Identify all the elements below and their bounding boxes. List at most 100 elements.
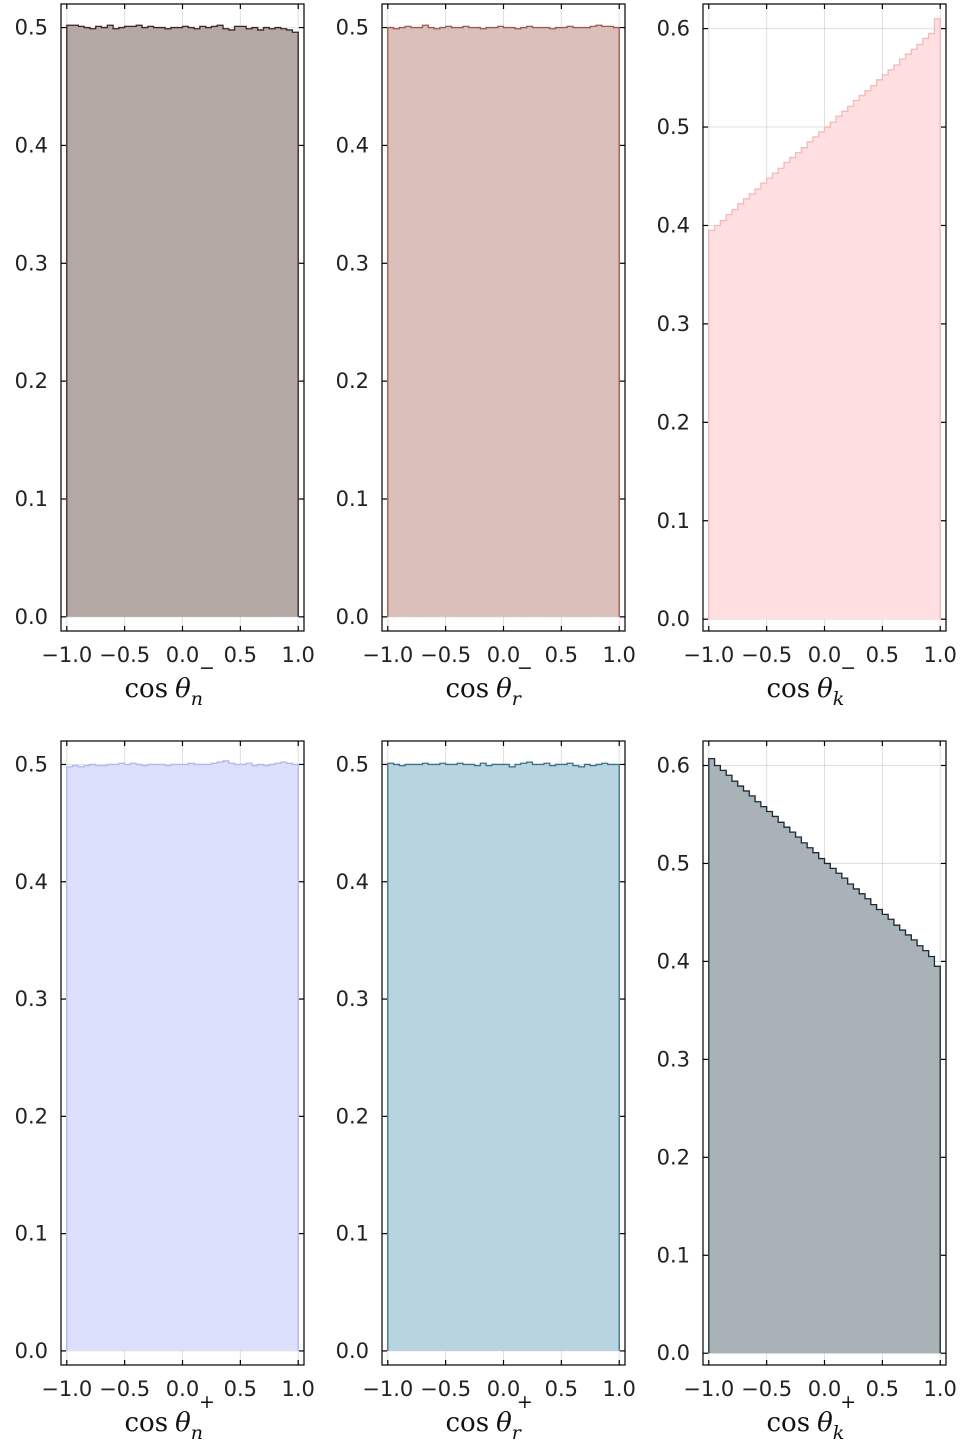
histogram-bar-23 [841,111,849,620]
x-tick-label-4: 1.0 [924,643,957,667]
y-tick-label-2: 0.2 [15,369,48,393]
histogram-bar-13 [463,764,470,1351]
histogram-bar-10 [124,26,132,617]
histogram-bar-32 [251,27,259,617]
x-tick-label-0: −1.0 [41,643,92,667]
histogram-bar-8 [113,28,120,617]
x-axis-label-superscript: + [840,1391,856,1413]
x-tick-label-2: 0.0 [487,1377,520,1401]
histogram-bar-6 [101,765,108,1351]
histogram-bar-9 [439,27,447,617]
y-tick-label-0: 0.0 [15,605,48,629]
histogram-bar-19 [176,27,184,617]
histogram-bar-32 [572,765,580,1351]
histogram-bar-36 [917,44,924,620]
histogram-bar-36 [596,764,603,1351]
histogram-bar-25 [532,764,539,1351]
histogram-bar-31 [246,28,253,617]
chart-panel-6: −1.0 −0.5 0.0 0.5 1.0 0.0 0.1 0.2 0.3 0.4 0.5 0.6 co… [657,740,957,1444]
histogram-bar-1 [714,765,721,1354]
y-tick-label-2: 0.2 [657,410,690,434]
histogram-bar-3 [405,764,412,1351]
histogram-bar-0 [387,763,395,1351]
histogram-bar-14 [147,26,155,617]
histogram-bar-4 [89,764,97,1351]
x-axis-label-subscript: r [512,688,523,710]
x-axis-label: cos θn + [125,1391,215,1444]
histogram-bars [387,25,620,617]
histogram-bar-15 [153,764,160,1351]
histogram-bar-14 [468,27,476,617]
histogram-bar-15 [795,837,802,1354]
x-axis-label-symbol: θ [817,674,833,704]
x-tick-label-4: 1.0 [603,1377,636,1401]
histogram-bar-8 [434,28,441,617]
chart-panel-3: −1.0 −0.5 0.0 0.5 1.0 0.0 0.1 0.2 0.3 0.4 0.5 0.6 co… [657,3,957,710]
histogram-outline [708,757,941,1354]
histogram-bar-11 [772,816,779,1354]
histogram-bar-37 [922,950,930,1354]
histogram-bar-16 [480,763,487,1351]
x-tick-label-3: 0.5 [866,1377,899,1401]
x-axis-label-symbol: θ [496,1408,512,1438]
y-tick-label-0: 0.0 [336,1339,369,1363]
histogram-bar-32 [572,27,580,617]
histogram-bar-32 [251,765,259,1351]
histogram-bar-15 [474,27,481,617]
histogram-bar-14 [147,764,155,1351]
y-tick-label-3: 0.3 [657,312,690,336]
y-tick-label-4: 0.4 [657,213,690,237]
histogram-bar-30 [882,74,889,620]
x-axis-label-subscript: k [833,1422,845,1444]
histogram-bar-38 [286,29,294,617]
histogram-bar-37 [601,26,609,617]
histogram-bar-23 [520,763,528,1351]
histogram-bar-29 [555,764,562,1351]
histogram-bar-34 [263,27,270,617]
histogram-bar-10 [445,764,453,1351]
histogram-bar-23 [520,27,528,617]
histogram-bar-3 [726,775,733,1354]
histogram-bar-2 [720,220,727,620]
histogram-bar-0 [66,766,74,1351]
y-tick-label-1: 0.1 [15,487,48,511]
y-tick-label-5: 0.5 [336,752,369,776]
histogram-bar-22 [515,764,522,1351]
histogram-bar-29 [876,909,883,1354]
y-tick-label-3: 0.3 [15,251,48,275]
histogram-bar-18 [170,27,178,617]
histogram-bar-28 [549,765,557,1351]
x-axis-label-base: cos [125,1408,169,1438]
y-tick-label-3: 0.3 [15,987,48,1011]
histogram-bar-10 [124,764,132,1351]
x-axis-label-superscript: − [517,657,533,679]
x-tick-label-2: 0.0 [808,1377,841,1401]
histogram-bar-12 [136,764,143,1351]
histogram-bar-29 [234,764,241,1351]
histogram-bar-22 [194,28,201,617]
x-axis-label-base: cos [767,674,811,704]
histogram-bar-21 [830,122,837,620]
y-tick-label-3: 0.3 [336,987,369,1011]
histogram-bar-5 [737,786,745,1354]
histogram-bar-17 [486,765,493,1351]
x-tick-label-3: 0.5 [224,1377,257,1401]
histogram-bar-4 [731,209,739,620]
histogram-bar-4 [410,764,418,1351]
histogram-bar-35 [269,28,276,617]
histogram-bar-30 [561,27,568,617]
x-axis-label-subscript: k [833,688,845,710]
histogram-bar-28 [228,29,236,617]
histogram-bar-6 [101,27,108,617]
histogram-bar-27 [865,898,872,1354]
histogram-bar-17 [807,847,814,1354]
histogram-bars [66,25,299,617]
y-tick-label-1: 0.1 [336,487,369,511]
histogram-bar-0 [708,758,716,1354]
y-tick-label-1: 0.1 [657,1243,690,1267]
histogram-bar-4 [89,28,97,617]
histogram-bar-38 [607,764,615,1351]
x-tick-label-3: 0.5 [224,643,257,667]
histogram-bar-8 [434,764,441,1351]
